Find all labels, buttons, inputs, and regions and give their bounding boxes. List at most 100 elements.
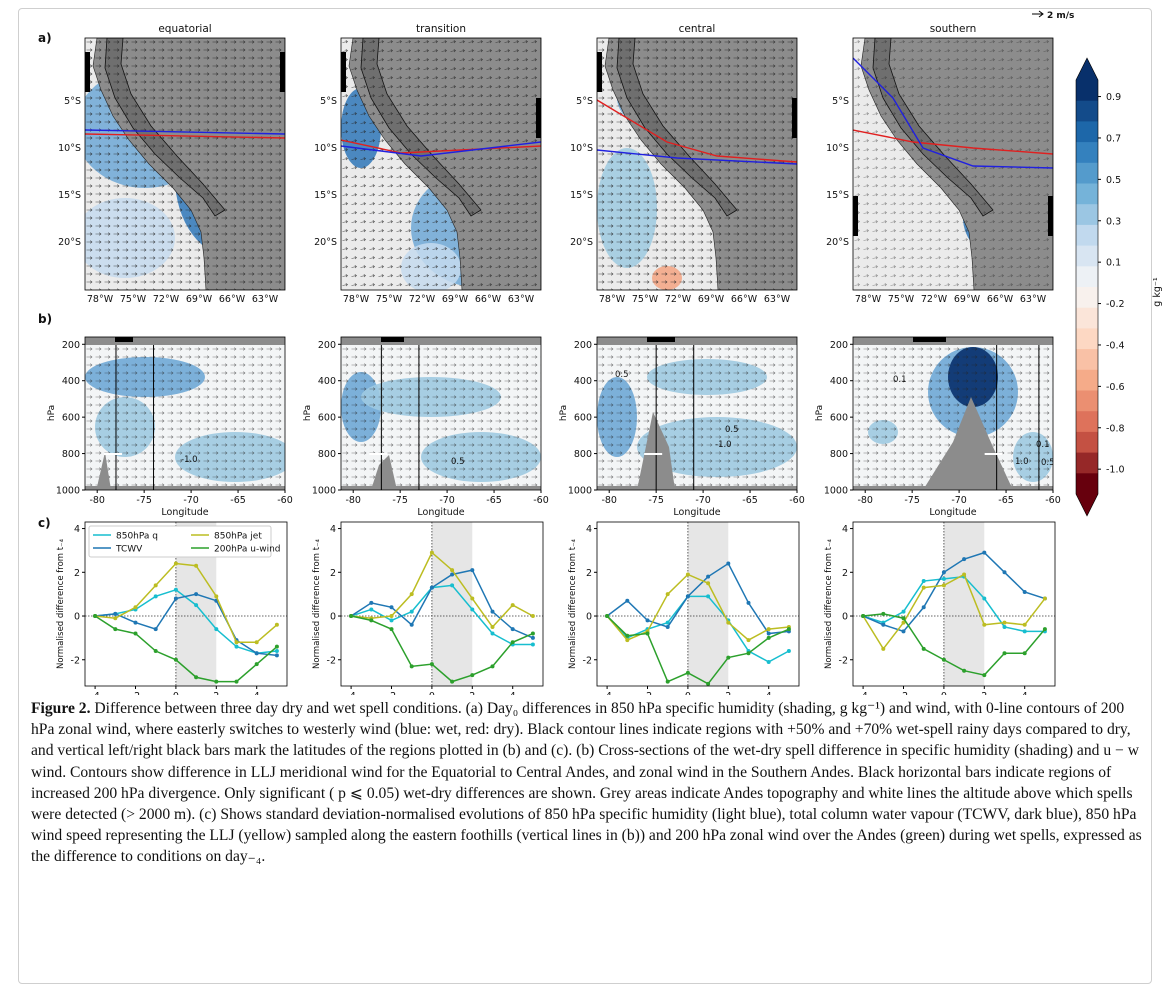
lat-tick-label: 10°S xyxy=(826,143,849,154)
x-axis-label: Longitude xyxy=(929,507,976,518)
contour-label: 0.1 xyxy=(1036,440,1050,450)
series-point xyxy=(429,662,434,667)
series-point xyxy=(726,620,731,625)
series-line xyxy=(95,588,277,654)
topography xyxy=(923,397,1013,490)
series-point xyxy=(194,563,199,568)
map-body xyxy=(85,38,285,290)
x-tick-label: -75 xyxy=(392,495,408,506)
x-tick-label: 0 xyxy=(941,691,947,695)
cs-body: 0.5 xyxy=(341,337,541,490)
panel-label: a) xyxy=(38,31,52,45)
series-point xyxy=(921,585,926,590)
wet-zero-line xyxy=(853,57,1053,169)
region-bar xyxy=(280,52,285,92)
colorbar-band xyxy=(1076,287,1098,309)
lat-tick-label: 15°S xyxy=(826,190,849,201)
series-point xyxy=(409,622,414,627)
series-point xyxy=(625,598,630,603)
x-tick-label: -2 xyxy=(387,691,396,695)
lat-tick-label: 5°S xyxy=(64,96,81,107)
x-tick-label: -60 xyxy=(789,495,805,506)
cs-body: 0.1 0.1 1.0 0.5 xyxy=(853,337,1053,490)
lat-tick-label: 10°S xyxy=(58,143,81,154)
lat-tick-label: 15°S xyxy=(314,190,337,201)
colorbar-tick-label: -0.4 xyxy=(1106,340,1125,351)
series-point xyxy=(173,587,178,592)
series-point xyxy=(490,609,495,614)
series-point xyxy=(349,614,354,619)
series-point xyxy=(214,679,219,684)
x-tick-label: -4 xyxy=(858,691,867,695)
series-point xyxy=(1042,596,1047,601)
series-point xyxy=(1002,620,1007,625)
map-panel: central 5°S 10°S 15°S 20°S 78°W 75°W 72°W 69°W 66… xyxy=(570,23,798,305)
series-point xyxy=(369,600,374,605)
series-point xyxy=(881,622,886,627)
x-tick-label: -4 xyxy=(90,691,99,695)
cs-frame xyxy=(852,336,1054,491)
lon-tick-label: 63°W xyxy=(508,294,535,305)
series-point xyxy=(1022,629,1027,634)
x-tick-label: -75 xyxy=(648,495,664,506)
topography-floor xyxy=(341,486,541,490)
x-tick-label: 0 xyxy=(685,691,691,695)
y-tick-label: 0 xyxy=(330,612,336,623)
contour-label: -1.0 xyxy=(181,455,198,465)
y-tick-label: 0 xyxy=(74,612,80,623)
colorbar-band xyxy=(1076,100,1098,122)
caption-text: Difference between three day dry and wet… xyxy=(31,700,1142,866)
series-point xyxy=(1022,622,1027,627)
colorbar-tick-label: -1.0 xyxy=(1106,465,1125,476)
top-bar xyxy=(85,337,285,345)
x-tick-label: 4 xyxy=(510,691,516,695)
wet-spell-span xyxy=(943,522,985,686)
map-frame xyxy=(84,37,286,291)
y-axis-label: Normalised difference from t₋₄ xyxy=(312,538,322,669)
region-bar xyxy=(597,52,602,92)
series-point xyxy=(274,622,279,627)
y-tick-label: 200 xyxy=(574,340,592,351)
y-tick-label: 0 xyxy=(586,612,592,623)
topography-floor xyxy=(853,486,1053,490)
legend-label: 850hPa q xyxy=(116,532,158,542)
x-tick-label: -75 xyxy=(904,495,920,506)
series-point xyxy=(921,646,926,651)
y-tick-label: 400 xyxy=(62,376,80,387)
series-point xyxy=(254,662,259,667)
series-point xyxy=(470,673,475,678)
series-point xyxy=(389,618,394,623)
series-point xyxy=(706,681,711,686)
x-tick-label: -75 xyxy=(136,495,152,506)
series-point xyxy=(605,614,610,619)
y-tick-label: 2 xyxy=(330,568,336,579)
divergence-bar xyxy=(115,337,133,342)
colorbar-band xyxy=(1076,411,1098,433)
map-body xyxy=(597,38,797,290)
series-point xyxy=(706,581,711,586)
series-point xyxy=(530,642,535,647)
series-point xyxy=(706,594,711,599)
map-frame xyxy=(852,37,1054,291)
axes-frame xyxy=(596,521,800,687)
lon-tick-label: 69°W xyxy=(698,294,725,305)
region-bar xyxy=(792,98,797,138)
lat-tick-label: 20°S xyxy=(570,237,593,248)
y-tick-label: 800 xyxy=(62,449,80,460)
colorbar-band xyxy=(1076,266,1098,288)
series-point xyxy=(901,620,906,625)
lon-tick-label: 78°W xyxy=(855,294,882,305)
legend-label: 850hPa jet xyxy=(214,532,262,542)
series-point xyxy=(1042,627,1047,632)
series-point xyxy=(1002,624,1007,629)
series-point xyxy=(194,675,199,680)
colorbar-band xyxy=(1076,307,1098,329)
series-point xyxy=(746,651,751,656)
series-line xyxy=(94,615,278,683)
axes-frame xyxy=(84,521,288,687)
series-point xyxy=(921,579,926,584)
wet-zero-line xyxy=(85,129,285,135)
colorbar-tick-label: 0.3 xyxy=(1106,216,1121,227)
x-tick-label: -80 xyxy=(857,495,873,506)
lon-tick-label: 69°W xyxy=(442,294,469,305)
